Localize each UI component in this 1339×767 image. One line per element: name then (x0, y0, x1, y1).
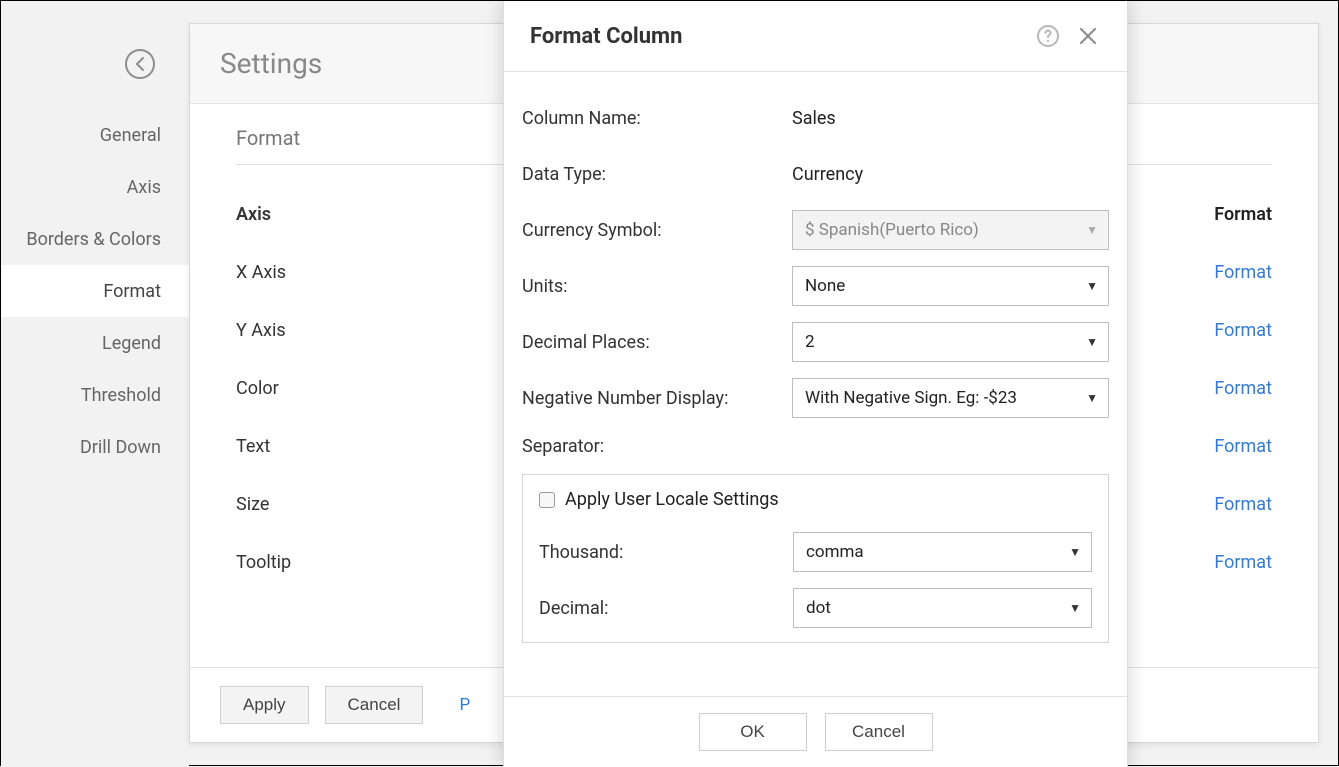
nav-threshold[interactable]: Threshold (1, 369, 189, 421)
settings-title: Settings (220, 47, 322, 80)
select-decimal-places[interactable]: 2 ▼ (792, 322, 1109, 362)
row-units: Units: None ▼ (522, 258, 1109, 314)
modal-header: Format Column (504, 1, 1127, 72)
select-value: dot (806, 598, 831, 618)
select-decimal-sep[interactable]: dot ▼ (793, 588, 1092, 628)
separator-group: Apply User Locale Settings Thousand: com… (522, 474, 1109, 643)
row-decimal-places: Decimal Places: 2 ▼ (522, 314, 1109, 370)
row-apply-locale: Apply User Locale Settings (539, 489, 1092, 510)
label-decimal-sep: Decimal: (539, 598, 793, 619)
select-value: With Negative Sign. Eg: -$23 (805, 388, 1017, 408)
partial-link[interactable]: P (459, 695, 470, 715)
value-column-name: Sales (792, 108, 1109, 129)
select-value: $ Spanish(Puerto Rico) (805, 220, 979, 240)
row-separator-label: Separator: (522, 426, 1109, 466)
select-value: comma (806, 542, 864, 562)
chevron-down-icon: ▼ (1086, 335, 1098, 349)
label-data-type: Data Type: (522, 164, 792, 185)
column-header-format: Format (1172, 204, 1272, 225)
row-thousand: Thousand: comma ▼ (539, 524, 1092, 580)
nav-borders-colors[interactable]: Borders & Colors (1, 213, 189, 265)
select-thousand[interactable]: comma ▼ (793, 532, 1092, 572)
format-link-x-axis[interactable]: Format (1172, 262, 1272, 283)
nav-legend[interactable]: Legend (1, 317, 189, 369)
row-negative-display: Negative Number Display: With Negative S… (522, 370, 1109, 426)
back-button[interactable] (125, 49, 155, 79)
nav-drill-down[interactable]: Drill Down (1, 421, 189, 473)
cancel-button[interactable]: Cancel (325, 686, 424, 724)
chevron-down-icon: ▼ (1069, 601, 1081, 615)
left-sidebar: General Axis Borders & Colors Format Leg… (1, 1, 189, 767)
modal-title: Format Column (530, 24, 1021, 49)
format-link-tooltip[interactable]: Format (1172, 552, 1272, 573)
value-data-type: Currency (792, 164, 1109, 185)
chevron-down-icon: ▼ (1086, 279, 1098, 293)
label-negative-display: Negative Number Display: (522, 388, 792, 409)
select-value: 2 (805, 332, 815, 352)
apply-button[interactable]: Apply (220, 686, 309, 724)
label-units: Units: (522, 276, 792, 297)
select-negative-display[interactable]: With Negative Sign. Eg: -$23 ▼ (792, 378, 1109, 418)
label-separator: Separator: (522, 436, 792, 457)
chevron-down-icon: ▼ (1086, 391, 1098, 405)
label-apply-locale: Apply User Locale Settings (565, 489, 779, 510)
nav-general[interactable]: General (1, 109, 189, 161)
format-link-y-axis[interactable]: Format (1172, 320, 1272, 341)
label-column-name: Column Name: (522, 108, 792, 129)
row-currency-symbol: Currency Symbol: $ Spanish(Puerto Rico) … (522, 202, 1109, 258)
format-link-color[interactable]: Format (1172, 378, 1272, 399)
chevron-down-icon: ▼ (1086, 223, 1098, 237)
row-column-name: Column Name: Sales (522, 90, 1109, 146)
label-currency-symbol: Currency Symbol: (522, 220, 792, 241)
chevron-down-icon: ▼ (1069, 545, 1081, 559)
label-thousand: Thousand: (539, 542, 793, 563)
nav-format[interactable]: Format (1, 265, 189, 317)
modal-cancel-button[interactable]: Cancel (825, 713, 933, 751)
select-units[interactable]: None ▼ (792, 266, 1109, 306)
nav-list: General Axis Borders & Colors Format Leg… (1, 109, 189, 473)
checkbox-apply-locale[interactable] (539, 492, 555, 508)
select-value: None (805, 276, 845, 296)
select-currency-symbol: $ Spanish(Puerto Rico) ▼ (792, 210, 1109, 250)
modal-footer: OK Cancel (504, 696, 1127, 767)
help-icon[interactable] (1035, 23, 1061, 49)
ok-button[interactable]: OK (699, 713, 807, 751)
chevron-left-icon (135, 57, 145, 71)
nav-axis[interactable]: Axis (1, 161, 189, 213)
row-data-type: Data Type: Currency (522, 146, 1109, 202)
format-link-size[interactable]: Format (1172, 494, 1272, 515)
row-decimal-sep: Decimal: dot ▼ (539, 580, 1092, 636)
modal-body: Column Name: Sales Data Type: Currency C… (504, 72, 1127, 696)
label-decimal-places: Decimal Places: (522, 332, 792, 353)
format-column-modal: Format Column Column Name: Sales Data Ty… (503, 1, 1128, 767)
format-link-text[interactable]: Format (1172, 436, 1272, 457)
close-icon[interactable] (1075, 23, 1101, 49)
